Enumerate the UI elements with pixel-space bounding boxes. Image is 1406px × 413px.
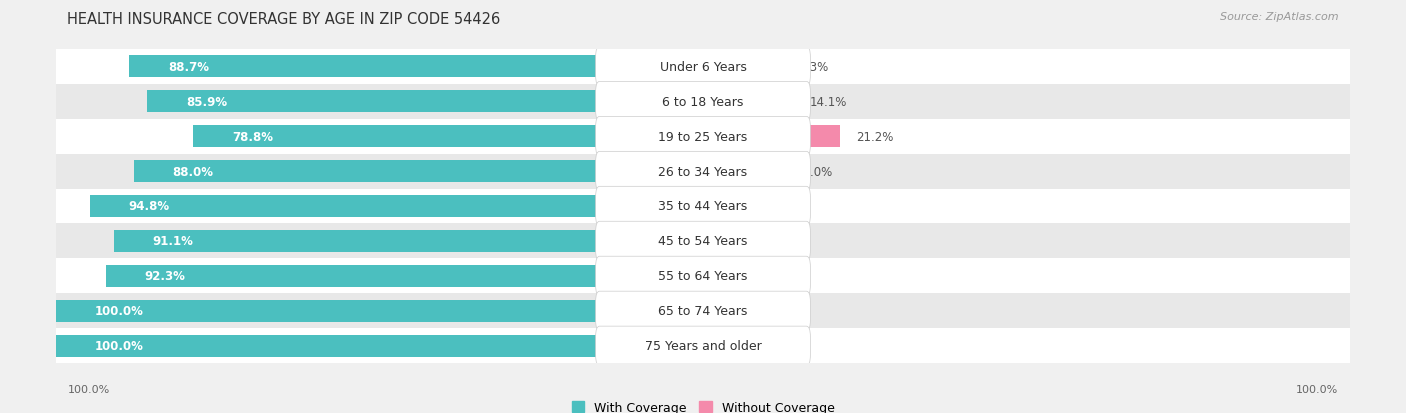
Bar [56, 84, 1350, 119]
Bar [56, 154, 1350, 189]
FancyBboxPatch shape [596, 152, 810, 191]
Text: 11.3%: 11.3% [792, 61, 830, 74]
Text: 100.0%: 100.0% [96, 339, 143, 352]
Bar [129, 56, 703, 78]
Bar [56, 294, 1350, 329]
Text: 0.0%: 0.0% [718, 339, 748, 352]
Text: 78.8%: 78.8% [232, 130, 273, 143]
Bar [703, 126, 841, 147]
Bar [148, 91, 703, 113]
Text: 100.0%: 100.0% [96, 305, 143, 318]
Bar [703, 230, 761, 252]
Bar [56, 119, 1350, 154]
Text: 8.9%: 8.9% [776, 235, 806, 248]
Text: 7.7%: 7.7% [768, 270, 799, 283]
Text: 88.0%: 88.0% [173, 165, 214, 178]
FancyBboxPatch shape [596, 292, 810, 331]
Bar [56, 50, 1350, 84]
Text: 21.2%: 21.2% [856, 130, 893, 143]
FancyBboxPatch shape [596, 222, 810, 261]
Bar [114, 230, 703, 252]
Bar [703, 196, 737, 217]
Bar [90, 196, 703, 217]
Text: Source: ZipAtlas.com: Source: ZipAtlas.com [1220, 12, 1339, 22]
FancyBboxPatch shape [596, 47, 810, 87]
Text: 35 to 44 Years: 35 to 44 Years [658, 200, 748, 213]
Text: 85.9%: 85.9% [186, 95, 228, 108]
Bar [56, 329, 1350, 363]
Text: 94.8%: 94.8% [129, 200, 170, 213]
Text: 12.0%: 12.0% [796, 165, 834, 178]
Text: 26 to 34 Years: 26 to 34 Years [658, 165, 748, 178]
Legend: With Coverage, Without Coverage: With Coverage, Without Coverage [572, 401, 834, 413]
Bar [105, 266, 703, 287]
Text: 14.1%: 14.1% [810, 95, 846, 108]
Bar [703, 91, 794, 113]
Text: 100.0%: 100.0% [67, 385, 110, 394]
Text: HEALTH INSURANCE COVERAGE BY AGE IN ZIP CODE 54426: HEALTH INSURANCE COVERAGE BY AGE IN ZIP … [67, 12, 501, 27]
Bar [56, 224, 1350, 259]
Bar [56, 335, 703, 357]
Bar [703, 161, 780, 183]
Text: 5.2%: 5.2% [752, 200, 782, 213]
Bar [703, 56, 776, 78]
Text: Under 6 Years: Under 6 Years [659, 61, 747, 74]
Text: 100.0%: 100.0% [1296, 385, 1339, 394]
FancyBboxPatch shape [596, 256, 810, 296]
Text: 75 Years and older: 75 Years and older [644, 339, 762, 352]
Text: 0.0%: 0.0% [718, 305, 748, 318]
Bar [56, 259, 1350, 294]
Bar [194, 126, 703, 147]
Text: 6 to 18 Years: 6 to 18 Years [662, 95, 744, 108]
Bar [56, 300, 703, 322]
Text: 65 to 74 Years: 65 to 74 Years [658, 305, 748, 318]
FancyBboxPatch shape [596, 187, 810, 226]
Text: 92.3%: 92.3% [145, 270, 186, 283]
FancyBboxPatch shape [596, 82, 810, 121]
Text: 88.7%: 88.7% [169, 61, 209, 74]
Bar [56, 189, 1350, 224]
Text: 91.1%: 91.1% [153, 235, 194, 248]
FancyBboxPatch shape [596, 326, 810, 366]
Text: 45 to 54 Years: 45 to 54 Years [658, 235, 748, 248]
Bar [134, 161, 703, 183]
Text: 55 to 64 Years: 55 to 64 Years [658, 270, 748, 283]
Bar [703, 266, 752, 287]
FancyBboxPatch shape [596, 117, 810, 157]
Text: 19 to 25 Years: 19 to 25 Years [658, 130, 748, 143]
